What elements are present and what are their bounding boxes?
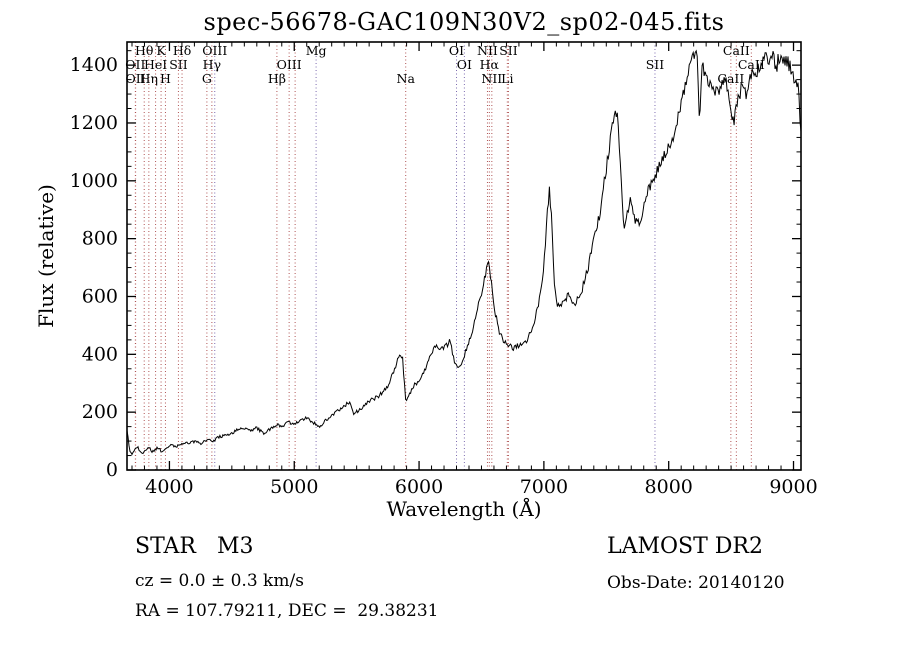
svg-text:OIII: OIII: [202, 43, 227, 58]
svg-text:Hδ: Hδ: [173, 43, 191, 58]
svg-text:Na: Na: [397, 71, 416, 86]
svg-text:OIII: OIII: [277, 57, 302, 72]
svg-text:H: H: [160, 71, 171, 86]
svg-text:Li: Li: [501, 71, 513, 86]
svg-text:0: 0: [106, 459, 118, 481]
survey-label: LAMOST DR2: [607, 534, 763, 559]
svg-text:9000: 9000: [769, 476, 817, 498]
svg-text:NII: NII: [481, 71, 502, 86]
svg-text:5000: 5000: [270, 476, 318, 498]
svg-text:Hγ: Hγ: [203, 57, 221, 72]
plot-title: spec-56678-GAC109N30V2_sp02-045.fits: [203, 8, 725, 36]
obs-date-value: Obs-Date: 20140120: [607, 573, 785, 593]
svg-text:800: 800: [82, 228, 118, 250]
svg-text:Mg: Mg: [306, 43, 327, 58]
svg-text:HeI: HeI: [144, 57, 167, 72]
svg-text:K: K: [156, 43, 166, 58]
svg-text:OI: OI: [449, 43, 464, 58]
svg-text:Hβ: Hβ: [268, 71, 286, 86]
svg-text:NII: NII: [477, 43, 498, 58]
svg-text:400: 400: [82, 343, 118, 365]
svg-text:200: 200: [82, 401, 118, 423]
x-axis-label: Wavelength (Å): [386, 497, 542, 521]
svg-text:1000: 1000: [70, 170, 118, 192]
svg-text:G: G: [202, 71, 212, 86]
svg-text:Hα: Hα: [480, 57, 500, 72]
object-class-label: STAR M3: [135, 534, 254, 559]
svg-text:6000: 6000: [395, 476, 443, 498]
svg-text:Hθ: Hθ: [135, 43, 153, 58]
svg-text:OII: OII: [125, 57, 145, 72]
svg-text:SII: SII: [169, 57, 188, 72]
svg-text:4000: 4000: [145, 476, 193, 498]
svg-text:7000: 7000: [520, 476, 568, 498]
svg-text:SII: SII: [646, 57, 665, 72]
svg-text:OI: OI: [457, 57, 472, 72]
svg-text:SII: SII: [499, 43, 518, 58]
svg-text:CaII: CaII: [723, 43, 750, 58]
svg-text:600: 600: [82, 285, 118, 307]
svg-text:Hη: Hη: [140, 71, 158, 86]
svg-text:1400: 1400: [70, 54, 118, 76]
cz-value: cz = 0.0 ± 0.3 km/s: [135, 571, 304, 591]
svg-text:CaII: CaII: [717, 71, 744, 86]
svg-text:1200: 1200: [70, 112, 118, 134]
ra-dec-value: RA = 107.79211, DEC = 29.38231: [135, 601, 439, 621]
svg-text:8000: 8000: [645, 476, 693, 498]
svg-text:OII: OII: [126, 71, 146, 86]
